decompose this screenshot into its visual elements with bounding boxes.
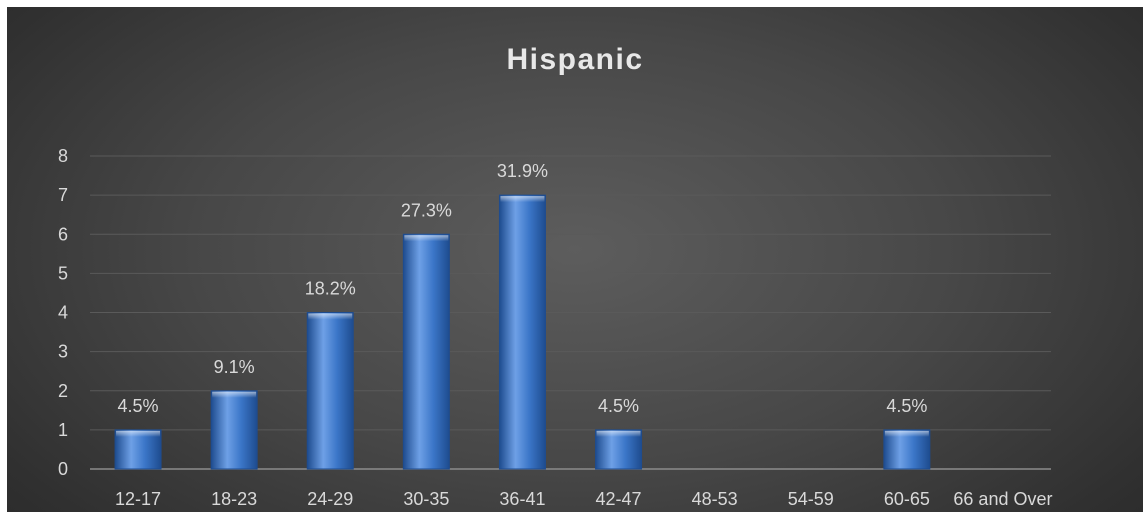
bar-highlight bbox=[404, 235, 449, 242]
bar bbox=[114, 429, 162, 470]
bar-highlight bbox=[500, 196, 545, 203]
bar bbox=[306, 312, 354, 470]
x-tick-label: 12-17 bbox=[115, 489, 161, 509]
y-tick-label: 6 bbox=[58, 224, 68, 244]
y-tick-label: 4 bbox=[58, 303, 68, 323]
x-tick-label: 36-41 bbox=[499, 489, 545, 509]
x-tick-label: 42-47 bbox=[596, 489, 642, 509]
y-tick-label: 7 bbox=[58, 185, 68, 205]
x-tick-label: 18-23 bbox=[211, 489, 257, 509]
bar bbox=[883, 429, 931, 470]
bar-highlight bbox=[884, 430, 929, 437]
y-tick-label: 2 bbox=[58, 381, 68, 401]
bar bbox=[210, 390, 258, 470]
bar-body bbox=[210, 390, 258, 470]
data-label: 4.5% bbox=[598, 396, 639, 416]
bar-highlight bbox=[308, 313, 353, 320]
bar bbox=[595, 429, 643, 470]
y-tick-label: 1 bbox=[58, 420, 68, 440]
data-label: 27.3% bbox=[401, 200, 452, 220]
x-axis-tick-labels: 12-17 18-23 24-29 30-35 36-41 42-47 48-53 54-59… bbox=[115, 489, 1052, 509]
data-label: 18.2% bbox=[305, 279, 356, 299]
plot-area: 4.5% 9.1% 18.2% 27.3% 31.9% 4.5% 4.5% 0 1 2 3 4 5 6 7… bbox=[58, 146, 1053, 509]
x-tick-label: 60-65 bbox=[884, 489, 930, 509]
x-tick-label: 48-53 bbox=[692, 489, 738, 509]
bar-body bbox=[498, 194, 546, 470]
chart-area: Hispanic 4.5% 9.1% 18.2% 27.3% 31.9% 4.5% 4.5%… bbox=[7, 7, 1143, 512]
data-label: 31.9% bbox=[497, 161, 548, 181]
x-tick-label: 24-29 bbox=[307, 489, 353, 509]
x-tick-label: 66 and Over bbox=[953, 489, 1052, 509]
bar bbox=[402, 233, 450, 470]
bar-highlight bbox=[116, 430, 161, 437]
bar-body bbox=[402, 233, 450, 470]
data-label: 9.1% bbox=[214, 357, 255, 377]
y-axis-tick-labels: 0 1 2 3 4 5 6 7 8 bbox=[58, 146, 68, 479]
data-label: 4.5% bbox=[886, 396, 927, 416]
chart-title: Hispanic bbox=[506, 43, 644, 76]
bar-body bbox=[306, 312, 354, 470]
x-tick-label: 30-35 bbox=[403, 489, 449, 509]
bar bbox=[498, 194, 546, 470]
y-tick-label: 3 bbox=[58, 342, 68, 362]
y-tick-label: 5 bbox=[58, 263, 68, 283]
y-tick-label: 8 bbox=[58, 146, 68, 166]
bar-highlight bbox=[596, 430, 641, 437]
y-tick-label: 0 bbox=[58, 459, 68, 479]
bar-highlight bbox=[212, 391, 257, 398]
x-tick-label: 54-59 bbox=[788, 489, 834, 509]
data-label: 4.5% bbox=[118, 396, 159, 416]
data-labels: 4.5% 9.1% 18.2% 27.3% 31.9% 4.5% 4.5% bbox=[118, 161, 928, 416]
bars bbox=[114, 194, 931, 470]
